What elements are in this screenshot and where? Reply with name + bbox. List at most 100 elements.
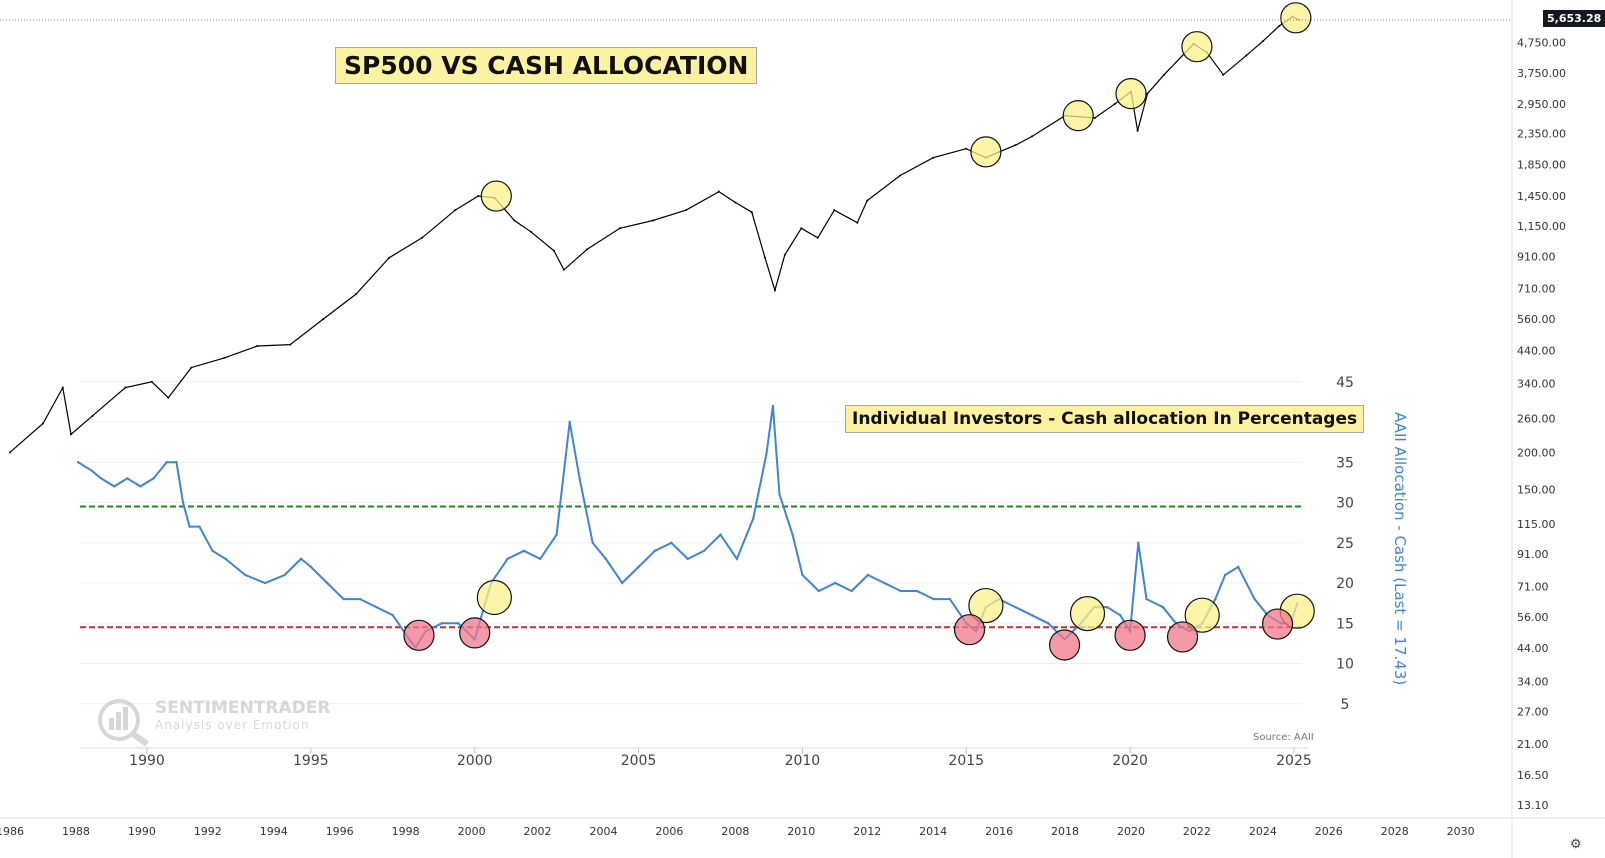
sp500-point (684, 209, 687, 212)
cash-y-tick-label: 20 (1336, 576, 1354, 592)
cash-point (358, 597, 362, 601)
year-tick-label: 2024 (1249, 825, 1277, 838)
highlight-marker-yellow (480, 180, 512, 212)
cash-point (309, 565, 313, 569)
sp500-point (899, 174, 902, 177)
sp500-point (69, 433, 72, 436)
cash-point (801, 573, 804, 577)
highlight-marker-red (953, 614, 986, 646)
year-tick-label: 2002 (524, 825, 552, 838)
cash-point (1253, 597, 1256, 601)
price-y-tick-label: 71.00 (1517, 580, 1549, 593)
cash-point (391, 614, 394, 617)
sp500-point (289, 343, 292, 346)
cash-point (765, 453, 768, 456)
price-y-tick-label: 710.00 (1517, 282, 1556, 295)
cash-x-tick-label: 2020 (1112, 753, 1148, 769)
price-y-tick-label: 115.00 (1517, 518, 1556, 531)
year-tick-label: 1988 (62, 825, 90, 838)
cash-y-tick-label: 35 (1336, 455, 1354, 471)
settings-icon[interactable]: ⚙ (1570, 836, 1582, 851)
cash-point (915, 589, 919, 593)
year-tick-label: 1994 (260, 825, 288, 838)
cash-point (620, 581, 624, 585)
price-y-tick-label: 2,950.00 (1517, 98, 1566, 111)
cash-point (686, 557, 689, 561)
year-tick-label: 2000 (458, 825, 486, 838)
cash-y-tick-label: 10 (1336, 657, 1354, 673)
cash-panel-title: Individual Investors - Cash allocation I… (845, 405, 1365, 433)
cash-point (299, 557, 303, 561)
sp500-point (856, 221, 859, 224)
cash-y-tick-label: 45 (1336, 375, 1354, 391)
price-y-tick-label: 4,750.00 (1517, 37, 1566, 50)
cash-point (99, 477, 103, 480)
cash-point (211, 549, 214, 552)
cash-point (932, 597, 935, 601)
year-tick-label: 2016 (985, 825, 1013, 838)
cash-point (126, 477, 129, 480)
cash-x-tick-label: 2005 (621, 753, 657, 769)
watermark-tagline: Analysis over Emotion (155, 718, 310, 732)
cash-point (1237, 565, 1240, 569)
cash-point (113, 485, 116, 488)
cash-point (883, 581, 886, 585)
price-y-tick-label: 27.00 (1517, 705, 1549, 718)
cash-point (181, 501, 185, 504)
cash-point (591, 541, 594, 544)
cash-point (139, 485, 142, 488)
cash-x-tick-label: 2010 (785, 753, 821, 769)
sp500-point (734, 201, 737, 204)
cash-x-axis: 1990 1995 2000 2005 2010 2015 2020 2025 (129, 748, 1312, 769)
sp500-point (1136, 129, 1139, 132)
sp500-point (529, 230, 532, 233)
price-y-tick-label: 560.00 (1517, 313, 1556, 326)
sp500-point (1278, 24, 1281, 27)
cash-y-tick-label: 25 (1336, 536, 1354, 552)
cash-point (948, 597, 952, 601)
year-tick-label: 1996 (326, 825, 354, 838)
highlight-marker-yellow (476, 579, 512, 616)
cash-x-tick-label: 2025 (1276, 753, 1312, 769)
price-y-tick-label: 1,450.00 (1517, 190, 1566, 203)
sp500-point (355, 293, 358, 296)
highlight-marker-yellow (1115, 78, 1147, 110)
highlight-marker-red (1048, 629, 1081, 661)
cash-point (568, 420, 571, 424)
cash-point (578, 477, 581, 480)
sp500-point (773, 289, 776, 292)
cash-y-tick-label: 15 (1336, 616, 1354, 632)
cash-point (522, 549, 526, 552)
highlight-markers (403, 2, 1315, 661)
last-price-label: 5,653.28 (1543, 10, 1605, 27)
price-y-tick-label: 3,750.00 (1517, 67, 1566, 80)
sp500-point (150, 380, 153, 383)
cash-point (771, 404, 775, 408)
cash-point (326, 581, 329, 585)
cash-point (702, 549, 706, 552)
cash-point (817, 589, 820, 593)
sp500-point (553, 249, 556, 252)
price-y-tick-label: 200.00 (1517, 446, 1556, 459)
price-y-tick-label: 16.50 (1517, 769, 1549, 782)
sp500-point (965, 147, 968, 150)
sp500-point (1014, 144, 1017, 147)
sp500-point (454, 209, 457, 212)
sp500-point (1146, 92, 1149, 95)
cash-point (539, 557, 542, 561)
highlight-marker-yellow (970, 136, 1002, 168)
cash-point (1137, 541, 1140, 544)
highlight-marker-red (1166, 621, 1199, 653)
sp500-point (477, 195, 480, 198)
cash-x-tick-label: 2015 (948, 753, 984, 769)
year-tick-label: 2010 (787, 825, 815, 838)
cash-point (224, 557, 227, 561)
cash-point (752, 517, 755, 520)
cash-point (440, 622, 444, 625)
watermark: SENTIMENTRADER Analysis over Emotion (95, 698, 330, 751)
chart-title: SP500 VS CASH ALLOCATION (335, 47, 758, 84)
cash-point (604, 557, 607, 561)
sp500-price-line (9, 16, 1300, 453)
